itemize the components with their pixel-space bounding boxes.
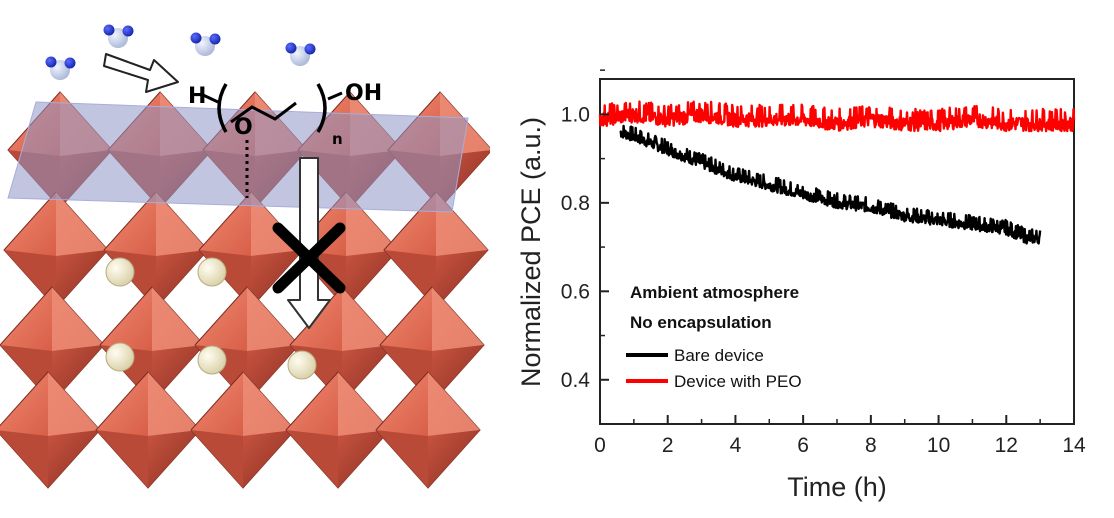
octahedron	[191, 372, 295, 488]
repeat-subscript: n	[332, 130, 343, 148]
x-tick-label: 14	[1062, 434, 1086, 457]
annotation-encapsulation: No encapsulation	[630, 313, 772, 332]
octahedron	[104, 192, 208, 308]
hollow-arrow	[104, 54, 178, 92]
octahedron	[0, 372, 100, 488]
water-molecule	[191, 33, 221, 57]
x-tick-label: 8	[865, 434, 877, 457]
x-tick-label: 12	[995, 434, 1018, 457]
octahedron	[96, 372, 200, 488]
octahedron	[4, 192, 108, 308]
plot-frame	[600, 79, 1074, 424]
cation-sphere	[288, 351, 316, 379]
x-tick-label: 0	[594, 434, 606, 457]
x-tick-label: 2	[662, 434, 674, 457]
oxygen-label: O	[234, 115, 253, 140]
y-axis-title: Normalized PCE (a.u.)	[516, 117, 546, 387]
water-molecules	[46, 25, 316, 81]
x-tick-label: 10	[927, 434, 950, 457]
x-tick-label: 4	[730, 434, 742, 457]
octahedron	[376, 372, 480, 488]
x-tick-label: 6	[797, 434, 809, 457]
cation-sphere	[198, 258, 226, 286]
y-tick-label: 0.8	[561, 192, 590, 215]
legend-label-bare: Bare device	[674, 346, 764, 365]
hydroxyl-label: OH	[345, 81, 382, 106]
water-molecule	[46, 57, 76, 81]
water-molecule	[286, 43, 316, 67]
cation-sphere	[106, 343, 134, 371]
legend-label-peo: Device with PEO	[674, 372, 802, 391]
perovskite-illustration: H O n OH	[0, 0, 490, 518]
cation-sphere	[198, 346, 226, 374]
annotation-ambient: Ambient atmosphere	[630, 283, 799, 302]
y-tick-label: 0.6	[561, 280, 590, 303]
y-tick-label: 0.4	[561, 369, 591, 392]
water-molecule	[104, 25, 134, 49]
octahedron	[199, 192, 303, 308]
cation-sphere	[106, 258, 134, 286]
y-tick-label: 1.0	[561, 103, 590, 126]
x-axis-title: Time (h)	[787, 472, 887, 502]
pce-stability-chart: 0 2 4 6 8 10 12 14 0.4 0.6 0.8 1.0 Time (h) Normal…	[490, 0, 1114, 518]
octahedron	[286, 372, 390, 488]
